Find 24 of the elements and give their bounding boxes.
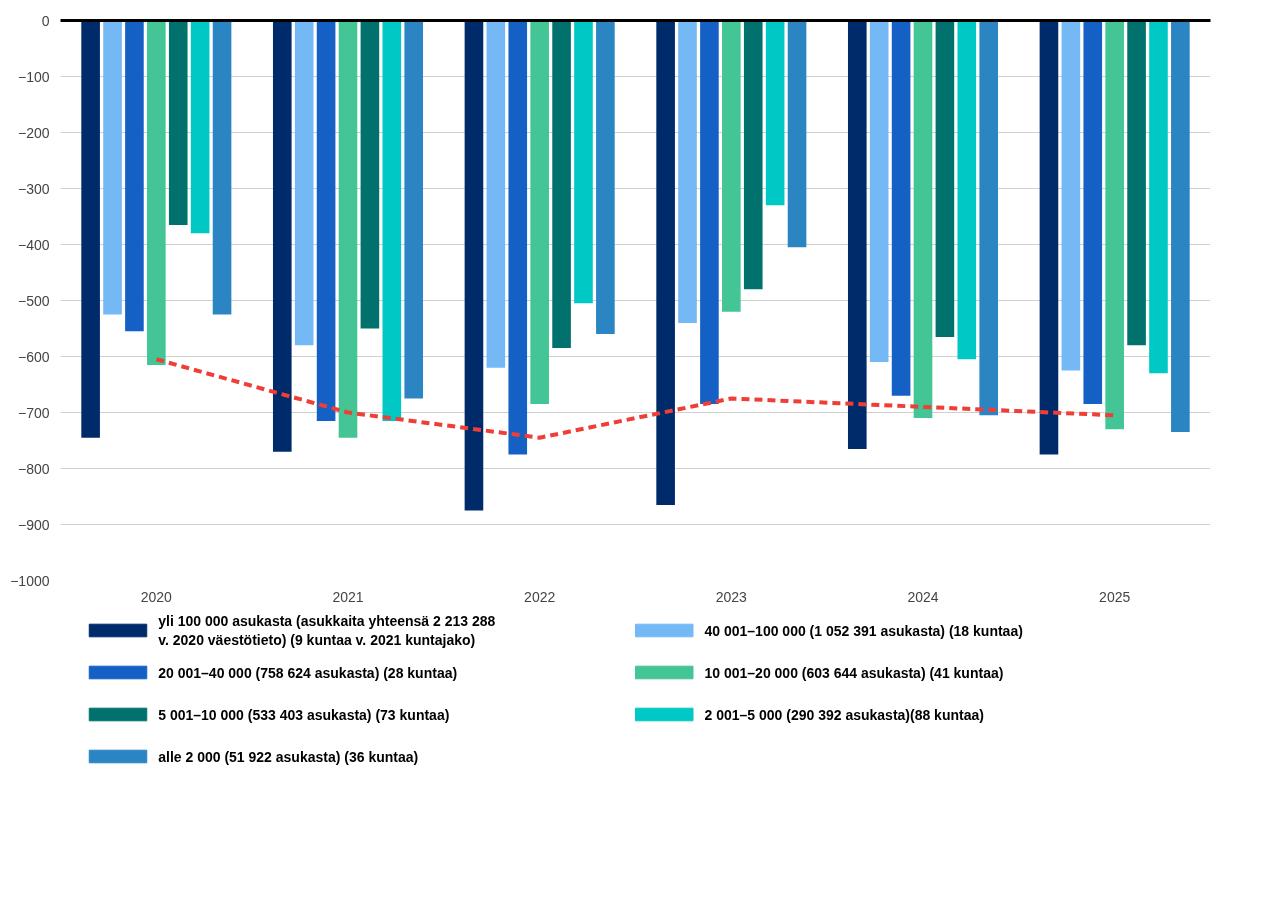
- legend-label: alle 2 000 (51 922 asukasta) (36 kuntaa): [158, 748, 419, 765]
- legend-label: yli 100 000 asukasta (asukkaita yhteensä 2 213 288 v. 2020 väestötieto) (9 kuntaa v. 2021 kuntajako): [158, 613, 496, 648]
- y-tick-label: −300: [17, 180, 50, 197]
- y-tick-label: −800: [17, 460, 50, 477]
- x-tick-label: 2025: [1099, 588, 1131, 605]
- y-tick-label: −100: [17, 68, 50, 85]
- y-tick-label: −200: [17, 124, 50, 141]
- x-tick-label: 2021: [332, 588, 364, 605]
- legend-label: 20 001–40 000 (758 624 asukasta) (28 kuntaa): [158, 664, 458, 681]
- x-tick-label: 2024: [907, 588, 939, 605]
- legend-label: 5 001–10 000 (533 403 asukasta) (73 kuntaa): [158, 706, 450, 723]
- legend-label: 10 001–20 000 (603 644 asukasta) (41 kuntaa): [704, 664, 1004, 681]
- y-tick-label: −600: [17, 348, 50, 365]
- y-tick-label: −400: [17, 236, 50, 253]
- y-tick-label: −900: [17, 516, 50, 533]
- x-tick-label: 2022: [524, 588, 556, 605]
- y-tick-label: −1000: [10, 572, 50, 589]
- y-tick-label: −500: [17, 292, 50, 309]
- x-tick-label: 2023: [715, 588, 748, 605]
- x-tick-label: 2020: [140, 588, 173, 605]
- legend-label: 2 001–5 000 (290 392 asukasta)(88 kuntaa): [704, 706, 984, 723]
- y-tick-label: 0: [41, 12, 50, 29]
- y-tick-label: −700: [17, 404, 50, 421]
- legend-label: 40 001–100 000 (1 052 391 asukasta) (18 kuntaa): [704, 622, 1023, 639]
